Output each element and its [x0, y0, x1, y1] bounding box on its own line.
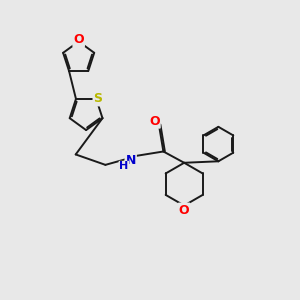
Text: O: O	[149, 115, 160, 128]
Text: S: S	[94, 92, 103, 105]
Text: O: O	[179, 203, 190, 217]
Text: O: O	[74, 33, 84, 46]
Text: N: N	[125, 154, 136, 167]
Text: H: H	[119, 161, 128, 171]
